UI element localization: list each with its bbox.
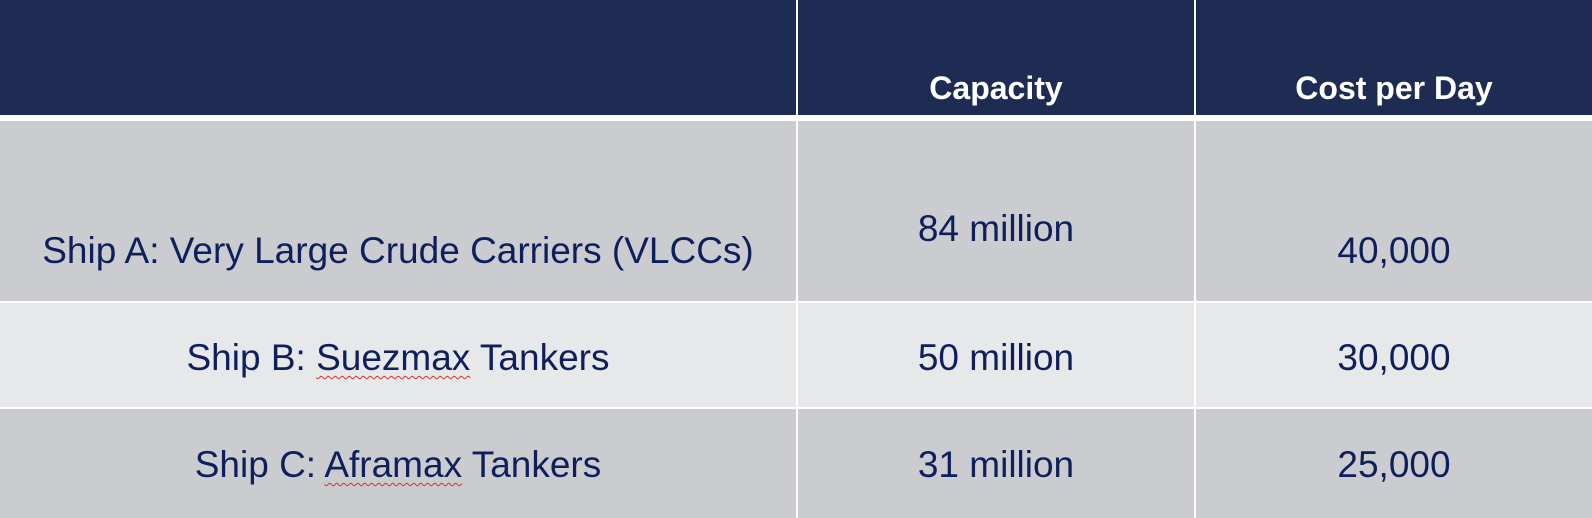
- header-cell-cost: Cost per Day: [1196, 0, 1592, 115]
- header-capacity-label: Capacity: [929, 70, 1063, 106]
- row-b-capacity: 50 million: [917, 337, 1075, 378]
- row-b-cost: 30,000: [1337, 337, 1451, 378]
- row-b-capacity-cell: 50 million: [798, 303, 1194, 407]
- row-a-ship-label: Ship A: Very Large Crude Carriers (VLCCs…: [0, 232, 796, 269]
- row-c-cost: 25,000: [1337, 444, 1451, 485]
- row-c-ship-label: Ship C: Aframax Tankers: [0, 446, 796, 483]
- row-a-capacity: 84 million: [917, 208, 1075, 249]
- row-a-cost: 40,000: [1337, 230, 1451, 271]
- row-c-capacity-cell: 31 million: [798, 409, 1194, 518]
- header-cost-label: Cost per Day: [1295, 70, 1493, 106]
- header-cell-ship: [0, 0, 796, 115]
- header-cell-capacity: Capacity: [798, 0, 1194, 115]
- row-b-ship-cell: Ship B: Suezmax Tankers: [0, 303, 796, 407]
- row-b-ship-label: Ship B: Suezmax Tankers: [0, 339, 796, 376]
- row-c-ship-suffix: Tankers: [462, 444, 602, 485]
- row-a-ship-cell: Ship A: Very Large Crude Carriers (VLCCs…: [0, 121, 796, 301]
- row-b-ship-prefix: Ship B:: [186, 337, 317, 378]
- row-c-ship-cell: Ship C: Aframax Tankers: [0, 409, 796, 518]
- row-a-cost-cell: 40,000: [1196, 121, 1592, 301]
- row-b-cost-cell: 30,000: [1196, 303, 1592, 407]
- row-b-ship-name: Suezmax: [316, 337, 471, 378]
- row-a-ship-prefix: Ship A:: [42, 230, 170, 271]
- row-c-capacity: 31 million: [917, 444, 1075, 485]
- row-a-capacity-cell: 84 million: [798, 121, 1194, 301]
- row-c-ship-name: Aframax: [324, 444, 463, 485]
- row-b-ship-suffix: Tankers: [470, 337, 610, 378]
- row-c-ship-prefix: Ship C:: [194, 444, 325, 485]
- row-c-cost-cell: 25,000: [1196, 409, 1592, 518]
- row-a-ship-name: Very Large Crude Carriers (VLCCs): [169, 230, 754, 271]
